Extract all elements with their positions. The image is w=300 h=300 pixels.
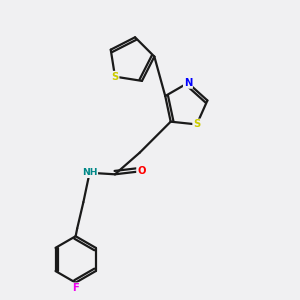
Text: S: S — [111, 72, 118, 82]
Text: NH: NH — [82, 168, 97, 177]
Text: F: F — [72, 283, 79, 293]
Text: S: S — [193, 119, 200, 129]
Text: N: N — [184, 78, 192, 88]
Text: O: O — [137, 166, 146, 176]
